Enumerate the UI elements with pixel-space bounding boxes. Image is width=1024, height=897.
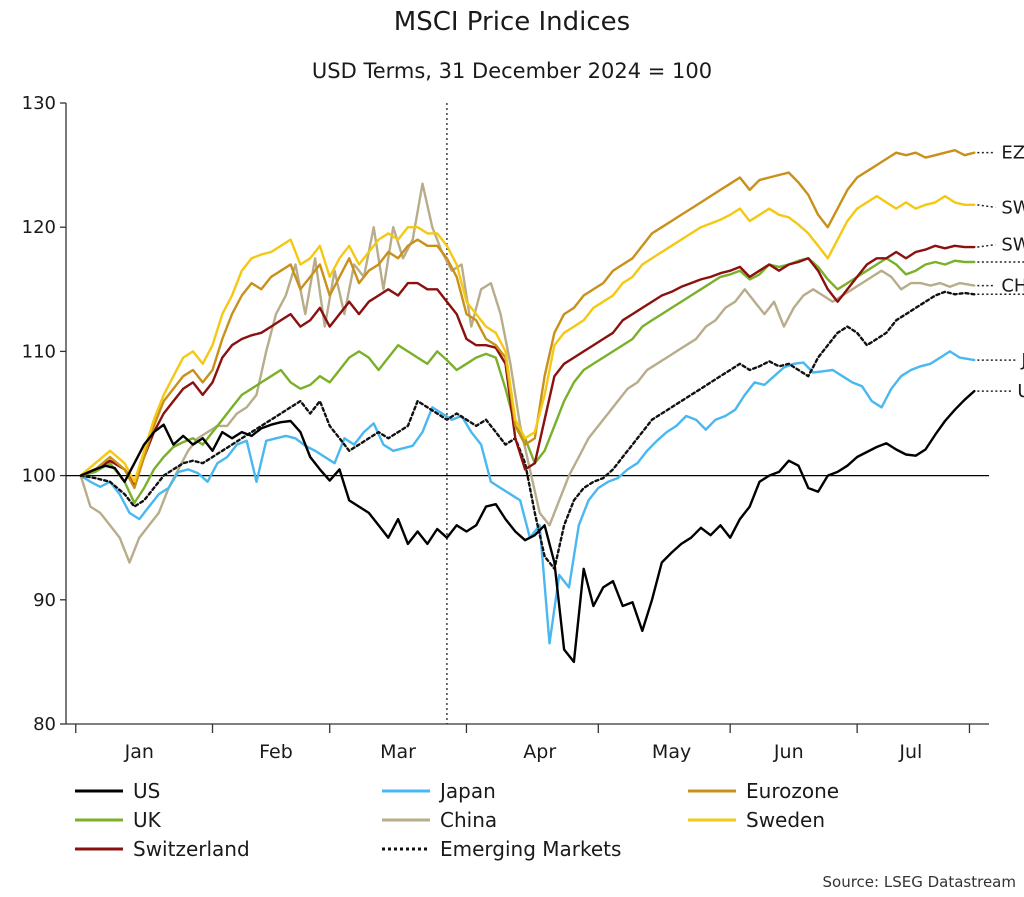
series-line-emerging-markets [79,290,976,570]
y-tick-label: 100 [22,466,56,487]
x-tick-label: May [652,741,691,763]
series-line-switzerland [79,244,976,486]
plot-area: 80 90 100 110 120 130 Jan Feb Mar Apr May Jun Jul [22,93,989,763]
leader-line [977,204,996,209]
end-label-swi: SWI [1001,235,1024,256]
series-line-sweden [79,194,976,483]
y-tick-label: 120 [22,217,56,238]
legend-label: Sweden [746,808,825,832]
end-labels: USJPEZUKCHSWESWIEM [977,143,1024,402]
series-line-eurozone [79,149,976,490]
legend: US Japan Eurozone UK China Sweden Switzerland E… [75,779,839,861]
chart-subtitle: USD Terms, 31 December 2024 = 100 [312,59,712,83]
legend-label: Switzerland [133,837,250,861]
end-label-jp: JP [1020,350,1024,371]
series-group [79,149,976,664]
series-line-china [79,182,976,564]
series-line-us [79,389,976,664]
end-label-ez: EZ [1001,143,1024,164]
leader-line [977,243,996,248]
end-label-us: US [1017,381,1024,402]
x-tick-label: Feb [259,741,293,763]
end-label-ch: CH [1001,276,1024,297]
y-tick-label: 110 [22,341,56,362]
source-note: Source: LSEG Datastream [823,873,1016,891]
x-tick-label: Mar [380,741,416,763]
legend-label: Japan [438,779,496,803]
end-label-swe: SWE [1001,197,1024,218]
x-tick-label: Jun [773,741,804,763]
legend-label: UK [133,808,162,832]
y-tick-label: 80 [33,714,56,735]
x-tick-label: Apr [523,741,556,763]
x-tick-label: Jul [898,741,922,763]
legend-label: Eurozone [746,779,839,803]
series-line-japan [79,350,976,645]
x-tick-label: Jan [124,741,154,763]
y-tick-label: 130 [22,93,56,114]
chart-title: MSCI Price Indices [394,7,630,37]
legend-label: US [133,779,160,803]
y-tick-label: 90 [33,590,56,611]
legend-label: Emerging Markets [440,837,621,861]
legend-label: China [440,808,497,832]
